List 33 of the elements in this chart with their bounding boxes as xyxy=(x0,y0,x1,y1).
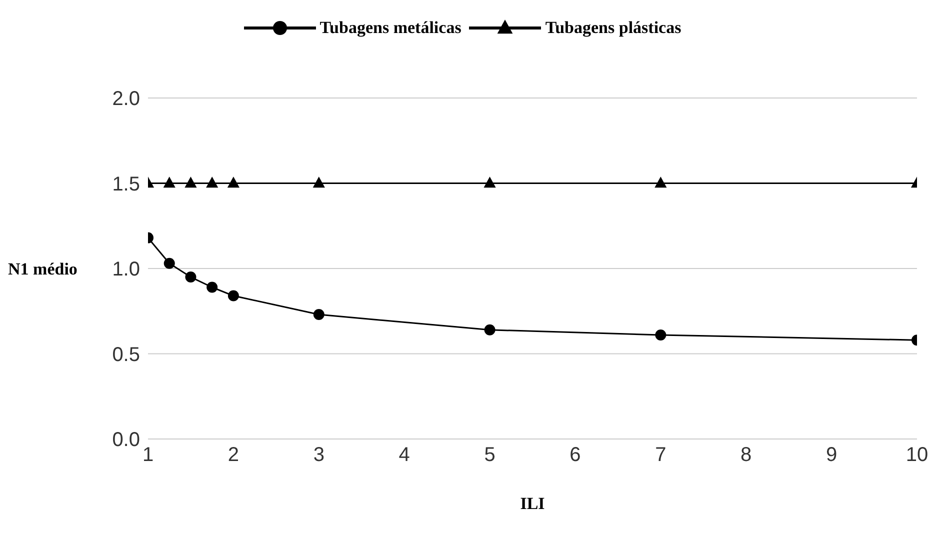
x-tick-label: 9 xyxy=(826,444,838,466)
point xyxy=(654,176,667,188)
point xyxy=(185,272,196,283)
point xyxy=(313,309,324,320)
y-tick-label: 1.5 xyxy=(112,173,140,196)
point xyxy=(484,176,496,188)
x-tick-label: 4 xyxy=(398,444,410,466)
legend-label: Tubagens metálicas xyxy=(320,18,462,38)
x-axis-title: ILI xyxy=(520,494,546,513)
point xyxy=(184,176,197,188)
y-tick-label: 2.0 xyxy=(112,88,140,110)
x-tick-label: 8 xyxy=(740,444,752,466)
point xyxy=(206,282,218,293)
y-axis-title: N1 médio xyxy=(8,260,78,279)
x-tick-label: 5 xyxy=(484,444,496,466)
point xyxy=(164,258,175,269)
x-tick-label: 2 xyxy=(228,444,240,466)
point xyxy=(655,329,666,340)
point xyxy=(206,176,218,188)
y-tick-label: 0.5 xyxy=(112,344,140,366)
point xyxy=(227,176,240,188)
y-tick-label: 0.0 xyxy=(112,429,140,452)
x-tick-label: 6 xyxy=(570,444,581,466)
y-tick-label: 1.0 xyxy=(112,258,140,281)
x-tick-label: 1 xyxy=(142,444,154,466)
legend-label: Tubagens plásticas xyxy=(545,18,682,38)
x-tick-label: 7 xyxy=(655,444,666,466)
x-tick-label: 3 xyxy=(313,444,324,466)
point xyxy=(484,324,496,336)
point xyxy=(163,176,176,188)
x-tick-label: 10 xyxy=(906,444,928,466)
point xyxy=(228,290,239,302)
point xyxy=(312,176,325,188)
